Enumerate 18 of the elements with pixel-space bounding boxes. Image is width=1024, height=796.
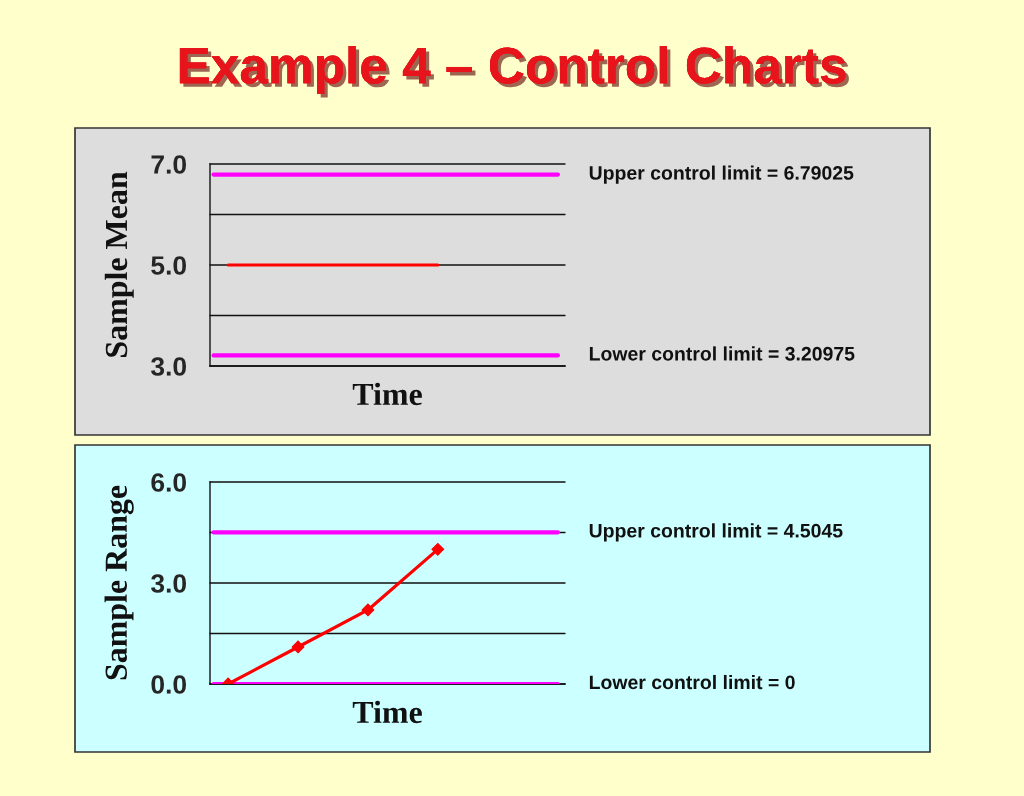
ref-line-label: Lower control limit = 0 <box>589 674 795 690</box>
x-axis-title: Time <box>352 700 422 724</box>
y-tick-label: 5.0 <box>151 256 187 275</box>
point <box>361 603 375 617</box>
y-tick-label: 0.0 <box>151 675 187 694</box>
ref-line-label: Upper control limit = 4.5045 <box>589 523 843 542</box>
y-tick-label: 6.0 <box>151 473 187 492</box>
y-axis-title: Sample Range <box>104 485 134 680</box>
chart-title: Example 4 – Control Charts <box>179 46 849 98</box>
ref-line-label: Lower control limit = 3.20975 <box>589 346 855 361</box>
y-tick-label: 3.0 <box>151 357 187 376</box>
point <box>291 640 305 654</box>
y-axis-title: Sample Mean <box>104 171 134 357</box>
point <box>431 542 445 556</box>
ref-line-label: Upper control limit = 6.79025 <box>589 165 854 184</box>
x-axis-title: Time <box>352 382 422 406</box>
y-tick-label: 3.0 <box>151 574 187 593</box>
y-tick-label: 7.0 <box>151 155 187 174</box>
